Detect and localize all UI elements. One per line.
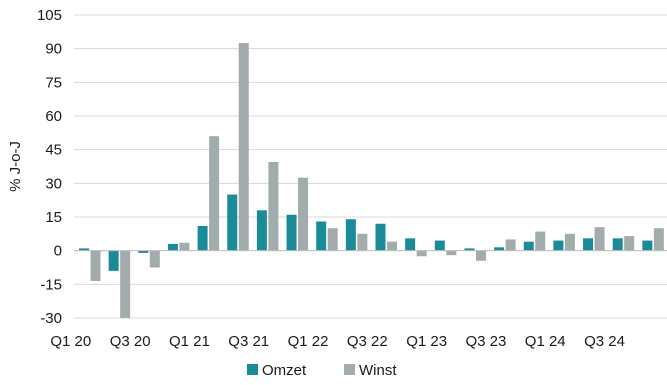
bar-winst-q2-24 <box>594 227 605 251</box>
bar-omzet-q3-22 <box>375 223 386 251</box>
x-tick-label: Q1 24 <box>525 333 566 350</box>
bar-omzet-q4-22 <box>405 238 416 251</box>
bar-winst-q4-24 <box>653 228 664 251</box>
bar-winst-q4-23 <box>535 231 546 251</box>
bar-winst-q2-23 <box>475 250 486 261</box>
bar-winst-q1-24 <box>564 233 575 251</box>
y-tick-label: 30 <box>45 175 62 192</box>
bar-winst-q3-20 <box>149 250 160 268</box>
y-tick-label: 60 <box>45 108 62 125</box>
legend-label-omzet: Omzet <box>262 362 307 379</box>
bar-winst-q3-24 <box>624 236 635 251</box>
legend-label-winst: Winst <box>359 362 397 379</box>
bar-omzet-q1-20 <box>79 248 89 251</box>
bar-winst-q4-21 <box>298 177 309 251</box>
x-tick-label: Q1 21 <box>169 333 210 350</box>
y-tick-label: 15 <box>45 209 62 226</box>
bar-omzet-q3-21 <box>256 210 267 251</box>
x-tick-label: Q3 21 <box>228 333 269 350</box>
bar-omzet-q1-21 <box>197 225 208 251</box>
bar-omzet-q3-23 <box>494 247 505 251</box>
x-tick-label: Q1 20 <box>50 333 91 350</box>
y-tick-label: 105 <box>37 7 62 24</box>
bar-omzet-q1-24 <box>553 240 564 251</box>
bar-omzet-q2-21 <box>227 194 238 251</box>
x-tick-label: Q3 23 <box>465 333 506 350</box>
y-tick-label: -15 <box>40 276 62 293</box>
bar-omzet-q2-20 <box>108 250 119 271</box>
bar-omzet-q2-22 <box>345 219 356 251</box>
bar-winst-q1-23 <box>446 250 457 256</box>
x-tick-label: Q3 22 <box>347 333 388 350</box>
bar-omzet-q3-20 <box>138 250 149 253</box>
bar-omzet-q1-23 <box>434 240 445 251</box>
legend-swatch-omzet <box>247 364 258 375</box>
x-tick-label: Q3 20 <box>110 333 151 350</box>
bar-winst-q3-22 <box>387 241 397 251</box>
x-tick-label: Q3 24 <box>584 333 625 350</box>
y-axis-title: % J-o-J <box>7 141 24 192</box>
y-tick-label: 75 <box>45 74 62 91</box>
y-tick-label: 0 <box>54 243 62 260</box>
bar-winst-q4-22 <box>416 250 427 257</box>
bar-winst-q3-23 <box>505 239 516 251</box>
bar-winst-q1-21 <box>209 136 220 251</box>
bar-omzet-q4-24 <box>642 240 653 251</box>
bar-omzet-q3-24 <box>612 238 623 251</box>
bar-winst-q1-22 <box>327 228 338 251</box>
bar-winst-q2-22 <box>357 233 368 251</box>
bar-omzet-q4-23 <box>523 241 534 251</box>
bar-omzet-q2-24 <box>583 238 594 251</box>
y-tick-label: -30 <box>40 310 62 327</box>
bar-omzet-q4-20 <box>167 243 178 251</box>
bar-winst-q3-21 <box>268 162 279 251</box>
x-tick-label: Q1 23 <box>406 333 447 350</box>
bar-omzet-q4-21 <box>286 214 297 251</box>
bar-omzet-q1-22 <box>316 221 327 251</box>
bar-winst-q4-20 <box>179 242 190 251</box>
bar-winst-q1-20 <box>90 250 101 281</box>
legend-swatch-winst <box>344 364 355 375</box>
x-tick-label: Q1 22 <box>288 333 329 350</box>
y-tick-label: 45 <box>45 142 62 159</box>
bar-winst-q2-20 <box>120 250 131 318</box>
bar-omzet-q2-23 <box>464 248 475 251</box>
y-tick-label: 90 <box>45 41 62 58</box>
bar-winst-q2-21 <box>238 43 249 251</box>
